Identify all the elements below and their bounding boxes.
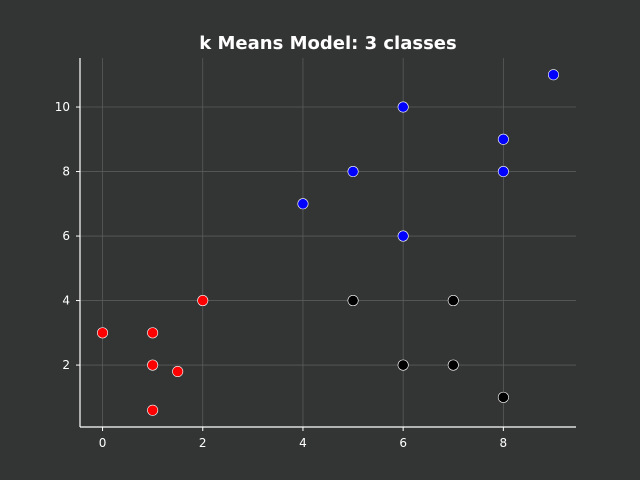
y-tick-label: 8	[62, 165, 70, 179]
y-tick-label: 6	[62, 229, 70, 243]
grid	[80, 58, 576, 427]
x-tick-label: 2	[199, 436, 207, 450]
data-points	[97, 69, 559, 416]
data-point-cluster-2	[347, 166, 359, 178]
data-point-cluster-3	[397, 359, 409, 371]
x-tick-label: 8	[500, 436, 508, 450]
data-point-cluster-3	[347, 295, 359, 307]
data-point-cluster-1	[172, 366, 184, 378]
data-point-cluster-2	[297, 198, 309, 210]
x-tick-label: 0	[99, 436, 107, 450]
y-tick-label: 10	[55, 100, 70, 114]
x-tick-label: 6	[399, 436, 407, 450]
data-point-cluster-1	[147, 359, 159, 371]
ticks: 0 2 4 6 8 2 4 6 8 10	[55, 100, 507, 450]
chart-title: k Means Model: 3 classes	[199, 33, 456, 54]
data-point-cluster-2	[397, 230, 409, 242]
data-point-cluster-1	[97, 327, 109, 339]
data-point-cluster-3	[447, 359, 459, 371]
data-point-cluster-2	[497, 133, 509, 145]
data-point-cluster-1	[197, 295, 209, 307]
data-point-cluster-1	[147, 404, 159, 416]
data-point-cluster-2	[397, 101, 409, 113]
data-point-cluster-1	[147, 327, 159, 339]
y-tick-label: 2	[62, 358, 70, 372]
data-point-cluster-3	[497, 391, 509, 403]
x-tick-label: 4	[299, 436, 307, 450]
data-point-cluster-3	[447, 295, 459, 307]
y-tick-label: 4	[62, 294, 70, 308]
data-point-cluster-2	[497, 166, 509, 178]
data-point-cluster-2	[547, 69, 559, 81]
